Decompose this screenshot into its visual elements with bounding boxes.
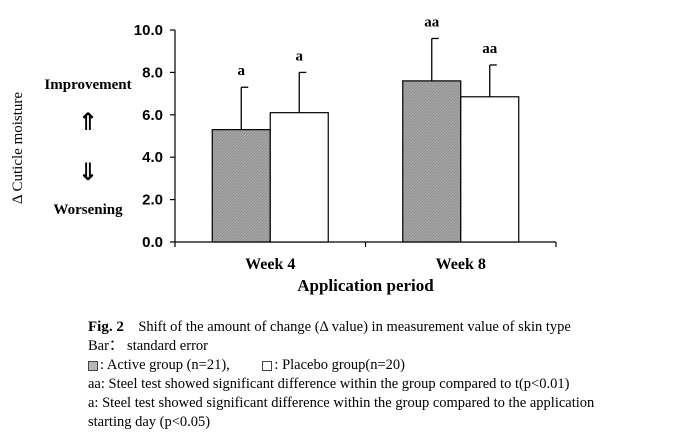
bar-placebo-week-4 [269,112,329,243]
y-tick-label: 2.0 [142,192,163,209]
bar-active-week-8 [402,80,462,243]
figure-label: Fig. 2 [88,319,124,335]
bar-placebo-week-8 [460,96,520,243]
significance-label: a [238,63,246,79]
x-category-label: Week 8 [436,256,486,273]
significance-label: aa [424,14,440,30]
figure-title: Shift of the amount of change (Δ value) … [138,319,571,335]
active-swatch-icon [88,360,98,371]
legend-placebo: : Placebo group(n=20) [274,357,406,373]
chart-bars [211,80,520,243]
legend-active: : Active group (n=21), [100,357,230,373]
improvement-label: Improvement [44,77,131,93]
note-aa: aa: Steel test showed significant differ… [88,376,570,392]
x-category-label: Week 4 [245,256,295,273]
bar-active-week-4 [211,129,271,243]
down-arrow-icon: ⇓ [78,158,98,186]
y-tick-label: 8.0 [142,64,163,81]
x-axis-title: Application period [297,276,434,295]
caption-title-line: Fig. 2 Shift of the amount of change (Δ … [88,318,571,336]
significance-label: aa [482,41,498,57]
y-tick-label: 4.0 [142,149,163,166]
y-tick-label: 0.0 [142,234,163,251]
placebo-swatch-icon [262,360,273,371]
chart-error-bars [240,37,497,130]
y-axis-title: Δ Cuticle moisture [10,92,26,204]
note-a-line2: starting day (p<0.05) [88,414,211,430]
bar-note: Bar： standard error [88,338,208,354]
worsening-label: Worsening [53,202,123,218]
up-arrow-icon: ⇑ [78,108,98,136]
significance-label: a [296,48,304,64]
y-tick-label: 10.0 [134,22,163,39]
note-a-line1: a: Steel test showed significant differe… [88,395,595,411]
legend-line: : Active group (n=21), : Placebo group(n… [88,356,405,374]
y-tick-label: 6.0 [142,107,163,124]
